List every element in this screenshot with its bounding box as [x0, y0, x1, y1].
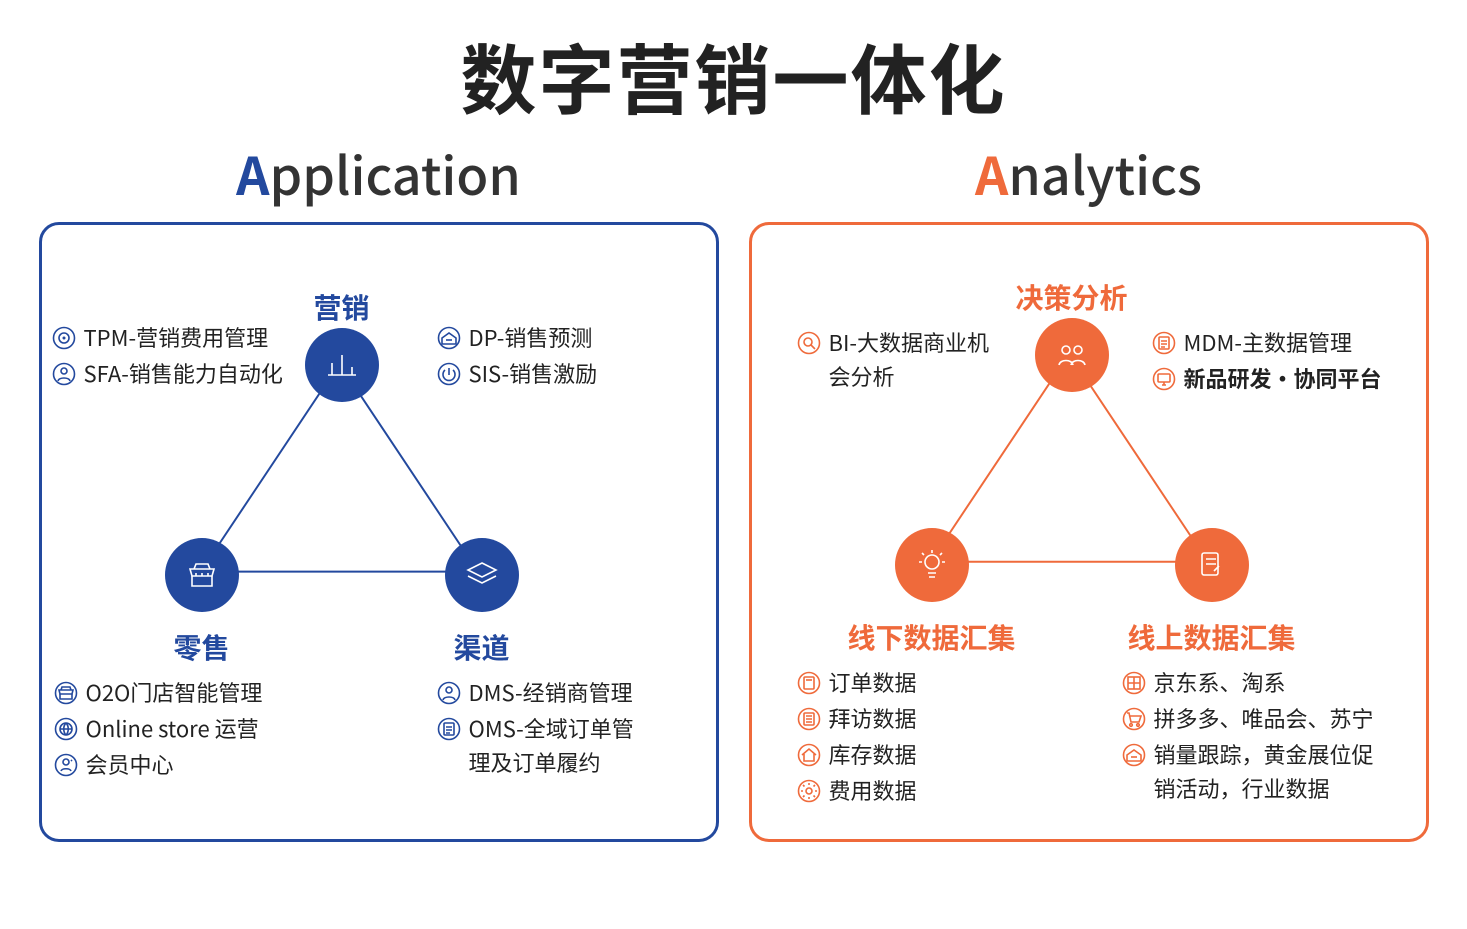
ana-right-node — [1175, 528, 1249, 602]
ana-top-node — [1035, 318, 1109, 392]
application-title-rest: pplication — [270, 135, 521, 210]
application-column: Application 营销零售 渠道 TPM-营销费用管理SFA-销售能力自动化 D… — [39, 135, 719, 842]
analytics-title-initial: A — [975, 135, 1008, 210]
ana-top_right-item: 新品研发·协同平台 — [1152, 361, 1382, 395]
ana-bottom_left-item-text: 费用数据 — [829, 773, 917, 807]
main-title: 数字营销一体化 — [0, 20, 1467, 130]
salehouse-icon — [437, 324, 461, 348]
target-icon — [52, 324, 76, 348]
application-title-initial: A — [236, 135, 269, 210]
search-icon — [797, 329, 821, 353]
cart-icon — [1122, 705, 1146, 729]
ana-left-node — [895, 528, 969, 602]
app-top_left-item-text: SFA-销售能力自动化 — [84, 356, 283, 390]
doclist-icon — [1152, 329, 1176, 353]
app-bottom_left-list: O2O门店智能管理Online store 运营会员中心 — [54, 675, 263, 783]
salehouse-icon — [1122, 741, 1146, 765]
app-bottom_left-item-text: 会员中心 — [86, 747, 174, 781]
ana-bottom_right-list: 京东系、淘系拼多多、唯品会、苏宁销量跟踪，黄金展位促销活动，行业数据 — [1122, 665, 1384, 807]
doclist-icon — [437, 715, 461, 739]
app-bottom_right-list: DMS-经销商管理OMS-全域订单管理及订单履约 — [437, 675, 639, 781]
analytics-column: Analytics 决策分析线下数据汇集 线上数据汇集 BI-大数据商业机会分析 MD… — [749, 135, 1429, 842]
doclines-icon — [797, 705, 821, 729]
diagram-page: 数字营销一体化 Application 营销零售 渠道 TPM-营销费用管理SFA-… — [0, 0, 1467, 929]
ana-bottom_left-item-text: 拜访数据 — [829, 701, 917, 735]
ana-bottom_left-list: 订单数据拜访数据库存数据费用数据 — [797, 665, 917, 809]
person-icon — [52, 360, 76, 384]
ana-top_right-item-text: 新品研发·协同平台 — [1184, 361, 1382, 395]
doc-icon — [797, 669, 821, 693]
ana-bottom_left-item: 拜访数据 — [797, 701, 917, 735]
app-top_left-item-text: TPM-营销费用管理 — [84, 320, 269, 354]
app-top-node — [305, 328, 379, 402]
store-icon — [54, 679, 78, 703]
app-bottom_right-item: DMS-经销商管理 — [437, 675, 639, 709]
app-bottom_left-item: Online store 运营 — [54, 711, 263, 745]
app-top_right-item-text: SIS-销售激励 — [469, 356, 598, 390]
ana-top_right-list: MDM-主数据管理新品研发·协同平台 — [1152, 325, 1382, 397]
ana-bottom_left-item: 库存数据 — [797, 737, 917, 771]
analytics-title: Analytics — [975, 135, 1202, 210]
analytics-panel: 决策分析线下数据汇集 线上数据汇集 BI-大数据商业机会分析 MDM-主数据管理新品研… — [749, 222, 1429, 842]
monitor-icon — [1152, 365, 1176, 389]
ana-bottom_left-item-text: 订单数据 — [829, 665, 917, 699]
app-bottom_left-item-text: Online store 运营 — [86, 711, 259, 745]
ana-bottom_right-item-text: 拼多多、唯品会、苏宁 — [1154, 701, 1374, 735]
ana-bottom_left-item: 费用数据 — [797, 773, 917, 807]
app-right-node — [445, 538, 519, 612]
analytics-title-rest: nalytics — [1008, 135, 1202, 210]
app-left-node — [165, 538, 239, 612]
member-icon — [54, 751, 78, 775]
ana-top-title: 决策分析 — [1015, 277, 1127, 317]
ana-top_right-item: MDM-主数据管理 — [1152, 325, 1382, 359]
app-bottom_right-item-text: OMS-全域订单管理及订单履约 — [469, 711, 639, 779]
person-icon — [437, 679, 461, 703]
app-bottom_left-item: O2O门店智能管理 — [54, 675, 263, 709]
app-top_right-item: DP-销售预测 — [437, 320, 598, 354]
app-right-title: 渠道 — [453, 627, 509, 667]
ana-left-title: 线下数据汇集 — [847, 617, 1015, 657]
app-bottom_right-item: OMS-全域订单管理及订单履约 — [437, 711, 639, 779]
ana-top_right-item-text: MDM-主数据管理 — [1184, 325, 1353, 359]
ana-bottom_left-item: 订单数据 — [797, 665, 917, 699]
panels-row: Application 营销零售 渠道 TPM-营销费用管理SFA-销售能力自动化 D… — [0, 135, 1467, 842]
ana-bottom_left-item-text: 库存数据 — [829, 737, 917, 771]
application-panel: 营销零售 渠道 TPM-营销费用管理SFA-销售能力自动化 DP-销售预测SIS-销售… — [39, 222, 719, 842]
app-top_left-item: SFA-销售能力自动化 — [52, 356, 283, 390]
app-top-title: 营销 — [313, 287, 369, 327]
app-top_right-item-text: DP-销售预测 — [469, 320, 593, 354]
ana-bottom_right-item: 京东系、淘系 — [1122, 665, 1384, 699]
gear-icon — [797, 777, 821, 801]
ana-right-title: 线上数据汇集 — [1127, 617, 1295, 657]
ana-top_left-item-text: BI-大数据商业机会分析 — [829, 325, 999, 393]
app-top_right-item: SIS-销售激励 — [437, 356, 598, 390]
ana-bottom_right-item-text: 销量跟踪，黄金展位促销活动，行业数据 — [1154, 737, 1384, 805]
ana-top_left-list: BI-大数据商业机会分析 — [797, 325, 999, 395]
app-left-title: 零售 — [173, 627, 229, 667]
application-title: Application — [236, 135, 521, 210]
globe-icon — [54, 715, 78, 739]
app-top_right-list: DP-销售预测SIS-销售激励 — [437, 320, 598, 392]
app-top_left-list: TPM-营销费用管理SFA-销售能力自动化 — [52, 320, 283, 392]
app-bottom_left-item-text: O2O门店智能管理 — [86, 675, 263, 709]
ana-bottom_right-item: 销量跟踪，黄金展位促销活动，行业数据 — [1122, 737, 1384, 805]
ana-bottom_right-item: 拼多多、唯品会、苏宁 — [1122, 701, 1384, 735]
power-icon — [437, 360, 461, 384]
app-bottom_left-item: 会员中心 — [54, 747, 263, 781]
ana-top_left-item: BI-大数据商业机会分析 — [797, 325, 999, 393]
app-bottom_right-item-text: DMS-经销商管理 — [469, 675, 633, 709]
grid-icon — [1122, 669, 1146, 693]
app-top_left-item: TPM-营销费用管理 — [52, 320, 283, 354]
house-icon — [797, 741, 821, 765]
ana-bottom_right-item-text: 京东系、淘系 — [1154, 665, 1286, 699]
